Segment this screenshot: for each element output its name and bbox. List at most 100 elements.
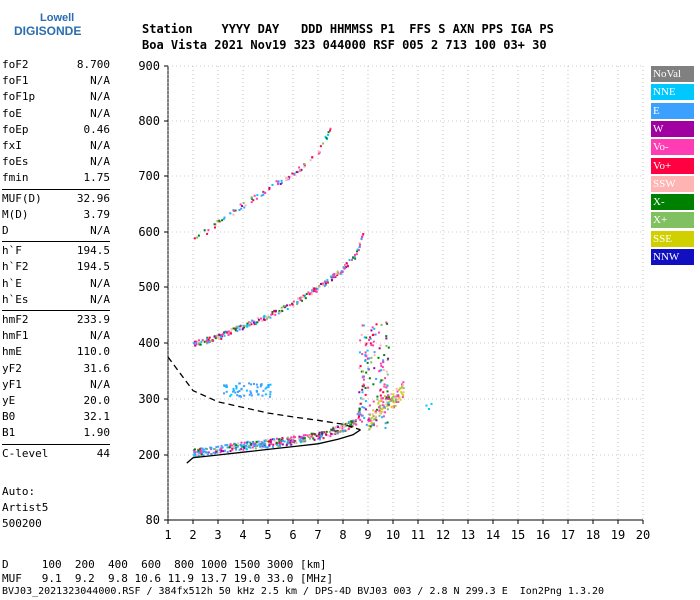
echo-point: [252, 199, 255, 202]
echo-point: [363, 336, 366, 339]
echo-point: [369, 336, 372, 339]
echo-point: [379, 388, 382, 391]
echo-point: [217, 335, 220, 338]
echo-point: [386, 390, 389, 393]
echo-point: [368, 338, 371, 341]
echo-point: [300, 168, 303, 171]
echo-point: [359, 365, 362, 368]
echo-point: [347, 427, 350, 430]
param-row: foE N/A: [2, 107, 110, 123]
echo-point: [299, 296, 302, 299]
x-tick-label: 13: [461, 528, 475, 542]
echo-point: [223, 392, 226, 395]
echo-point: [262, 389, 265, 392]
echo-point: [230, 393, 233, 396]
echo-point: [362, 233, 365, 236]
echo-point: [239, 203, 242, 206]
param-value: 20.0: [83, 394, 111, 407]
echo-point: [275, 180, 278, 183]
echo-point: [371, 424, 374, 427]
echo-point: [283, 304, 286, 307]
echo-point: [220, 447, 223, 450]
echo-point: [369, 342, 372, 345]
echo-point: [341, 427, 344, 430]
echo-point: [301, 440, 304, 443]
header-labels: Station YYYY DAY DDD HHMMSS P1 FFS S AXN…: [142, 22, 554, 36]
echo-point: [318, 436, 321, 439]
echo-point: [384, 377, 387, 380]
echo-point: [264, 443, 267, 446]
y-tick-label: 80: [146, 513, 160, 527]
echo-point: [302, 434, 305, 437]
echo-point: [326, 434, 329, 437]
y-tick-label: 700: [138, 169, 160, 183]
echo-point: [293, 172, 296, 175]
echo-point: [378, 400, 381, 403]
echo-point: [271, 445, 274, 448]
echo-point: [237, 325, 240, 328]
echo-point: [340, 270, 343, 273]
echo-point: [296, 301, 299, 304]
echo-point: [332, 275, 335, 278]
echo-point: [387, 402, 390, 405]
echo-point: [242, 324, 245, 327]
echo-point: [269, 440, 272, 443]
echo-point: [339, 272, 342, 275]
echo-point: [210, 448, 213, 451]
echo-point: [280, 181, 283, 184]
echo-point: [302, 438, 305, 441]
echo-point: [354, 419, 357, 422]
echo-point: [222, 332, 225, 335]
x-tick-label: 14: [486, 528, 500, 542]
echo-point: [395, 387, 398, 390]
echo-point: [256, 443, 259, 446]
echo-point: [394, 404, 397, 407]
echo-point: [199, 451, 202, 454]
echo-point: [376, 395, 379, 398]
echo-point: [214, 337, 217, 340]
echo-point: [289, 175, 292, 178]
echo-point: [222, 450, 225, 453]
echo-point: [377, 402, 380, 405]
echo-point: [365, 355, 368, 358]
echo-point: [244, 204, 247, 207]
echo-point: [381, 410, 384, 413]
echo-point: [299, 298, 302, 301]
echo-point: [210, 453, 213, 456]
echo-point: [194, 454, 197, 457]
echo-point: [263, 439, 266, 442]
echo-point: [375, 377, 378, 380]
echo-point: [271, 311, 274, 314]
echo-point: [267, 386, 270, 389]
echo-point: [317, 433, 320, 436]
echo-point: [394, 396, 397, 399]
echo-point: [206, 453, 209, 456]
echo-point: [337, 271, 340, 274]
x-tick-label: 5: [264, 528, 271, 542]
echo-point: [252, 382, 255, 385]
echo-point: [363, 406, 366, 409]
echo-point: [234, 391, 237, 394]
param-row: B0 32.1: [2, 410, 110, 426]
echo-point: [281, 440, 284, 443]
echo-point: [260, 441, 263, 444]
echo-point: [357, 410, 360, 413]
echo-point: [370, 356, 373, 359]
echo-point: [277, 181, 280, 184]
echo-point: [265, 386, 268, 389]
echo-point: [368, 424, 371, 427]
echo-point: [369, 419, 372, 422]
echo-point: [323, 280, 326, 283]
echo-point: [268, 444, 271, 447]
echo-point: [240, 445, 243, 448]
echo-point: [371, 326, 374, 329]
echo-point: [379, 381, 382, 384]
echo-point: [241, 328, 244, 331]
echo-point: [372, 400, 375, 403]
echo-point: [297, 437, 300, 440]
echo-point: [329, 435, 332, 438]
echo-point: [364, 358, 367, 361]
param-name: h`Es: [2, 292, 29, 306]
echo-point: [286, 437, 289, 440]
echo-point: [272, 443, 275, 446]
